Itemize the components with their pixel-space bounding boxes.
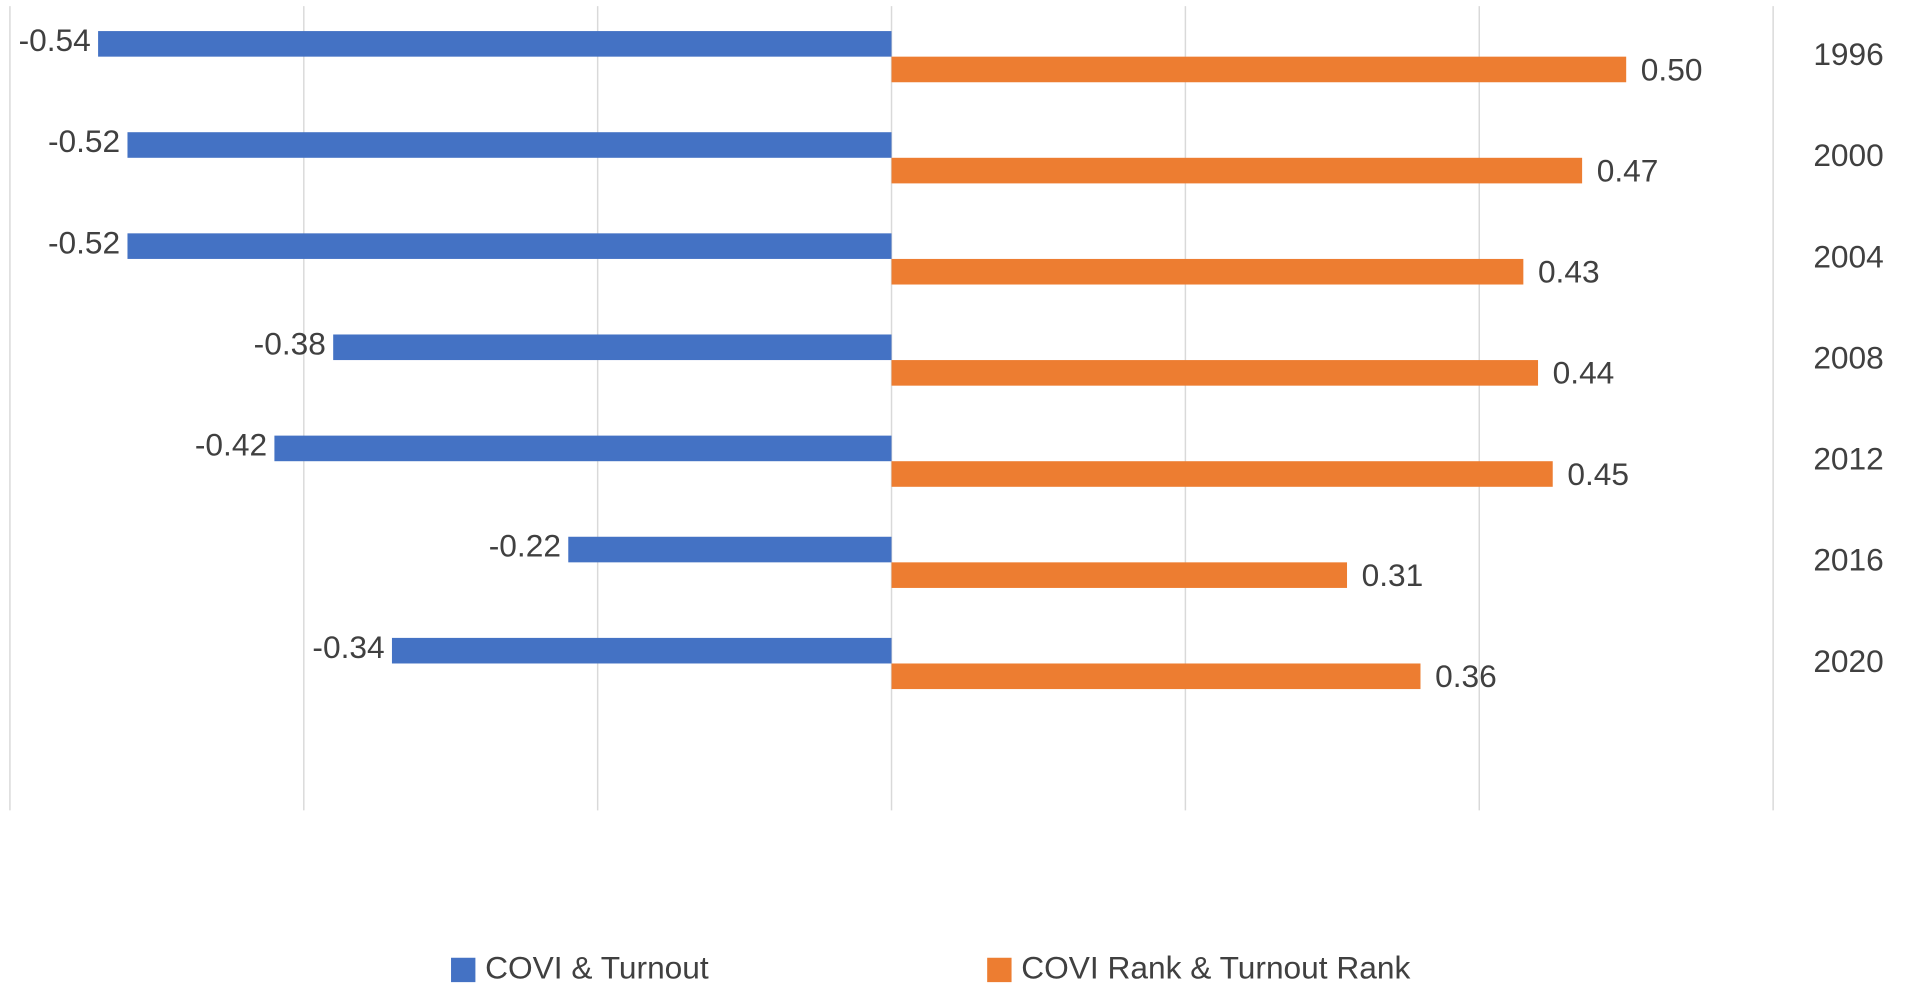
data-label: 0.44 [1553,355,1615,391]
legend-label: COVI & Turnout [485,949,709,985]
data-label: -0.38 [254,325,326,361]
bar [98,31,892,57]
data-label: 0.43 [1538,254,1600,290]
y-tick-label: 2004 [1813,238,1883,274]
data-label: -0.54 [19,22,91,58]
data-label: -0.52 [48,224,120,260]
y-tick-label: 2008 [1813,339,1883,375]
legend-label: COVI Rank & Turnout Rank [1021,949,1410,985]
bar [891,562,1348,588]
bar [891,360,1539,386]
y-tick-label: 2012 [1813,441,1883,477]
data-label: -0.34 [312,629,384,665]
bar [891,663,1421,690]
data-label: -0.52 [48,123,120,159]
y-tick-label: 1996 [1813,36,1883,72]
bar [391,637,892,664]
bar [891,258,1524,285]
bar [891,461,1553,487]
legend-swatch [987,957,1012,983]
legend-swatch [451,957,476,983]
bar [274,435,892,462]
y-tick-label: 2016 [1813,542,1883,578]
bar [891,56,1627,83]
data-label: -0.22 [489,528,561,564]
bar [891,157,1583,184]
data-label: 0.31 [1362,557,1424,593]
y-tick-label: 2020 [1813,643,1883,679]
data-label: -0.42 [195,427,267,463]
bar [568,536,892,563]
data-label: 0.47 [1597,152,1659,188]
bar [127,233,892,259]
data-label: 0.45 [1567,456,1629,492]
data-label: 0.36 [1435,658,1497,694]
data-label: 0.50 [1641,51,1703,87]
bar [127,132,892,158]
bar [333,334,892,361]
y-tick-label: 2000 [1813,137,1883,173]
